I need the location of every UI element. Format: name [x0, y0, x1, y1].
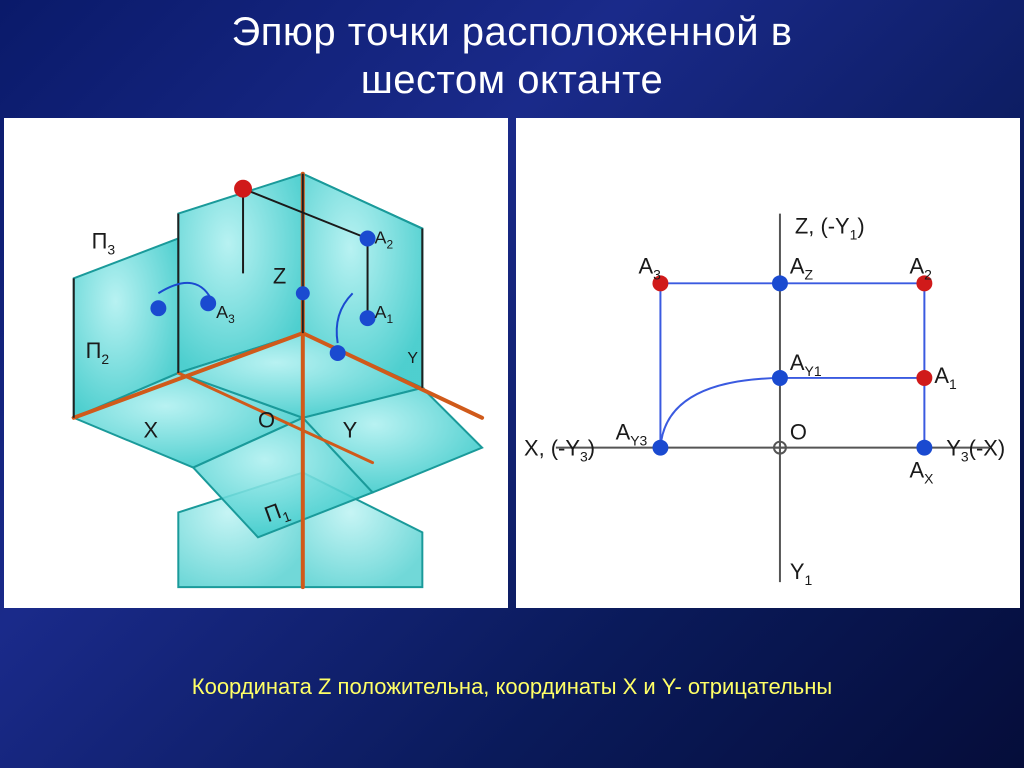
point-A1	[916, 370, 932, 386]
axis-label-y3: Y3(-X)	[946, 436, 1005, 465]
label-A3: A3	[639, 253, 662, 282]
octant-3d-svg: П3 П2 П1 X Y Z O A2 A1 A3 Y	[4, 118, 508, 608]
label-Ay1: AY1	[790, 350, 822, 379]
point-A-apex	[234, 180, 252, 198]
diagram-panels: П3 П2 П1 X Y Z O A2 A1 A3 Y	[0, 118, 1024, 608]
label-X-3d: X	[143, 418, 158, 443]
label-Ax: AX	[909, 458, 933, 487]
point-Ay3	[652, 440, 668, 456]
point-Az	[772, 275, 788, 291]
point-A1-3d	[360, 310, 376, 326]
label-A2: A2	[909, 253, 932, 282]
point-A2-3d	[360, 231, 376, 247]
point-Ay1	[772, 370, 788, 386]
label-Ay3: AY3	[616, 420, 648, 449]
panel-3d-octants: П3 П2 П1 X Y Z O A2 A1 A3 Y	[4, 118, 508, 608]
axis-label-x: X, (-Y3)	[524, 436, 595, 465]
label-A1: A1	[934, 363, 957, 392]
label-O-3d: O	[258, 408, 275, 433]
label-Z-3d: Z	[273, 263, 286, 288]
axis-label-O: O	[790, 420, 807, 445]
title-line-1: Эпюр точки расположенной в	[231, 10, 792, 54]
label-Az: AZ	[790, 253, 814, 282]
slide-title: Эпюр точки расположенной в шестом октант…	[0, 8, 1024, 104]
point-Ax	[916, 440, 932, 456]
label-P3: П3	[92, 228, 116, 257]
slide-caption: Координата Z положительна, координаты X …	[0, 674, 1024, 700]
axis-label-y1: Y1	[790, 559, 813, 588]
label-Y-side: Y	[407, 350, 418, 367]
label-Y-3d: Y	[343, 418, 358, 443]
epure-2d-svg: Z, (-Y1) X, (-Y3) Y3(-X) Y1 O A3 AZ A2 A…	[516, 118, 1020, 608]
title-line-2: шестом октанте	[361, 58, 664, 102]
panel-2d-epure: Z, (-Y1) X, (-Y3) Y3(-X) Y1 O A3 AZ A2 A…	[516, 118, 1020, 608]
axis-label-z: Z, (-Y1)	[795, 214, 865, 243]
point-A3-3d	[200, 295, 216, 311]
